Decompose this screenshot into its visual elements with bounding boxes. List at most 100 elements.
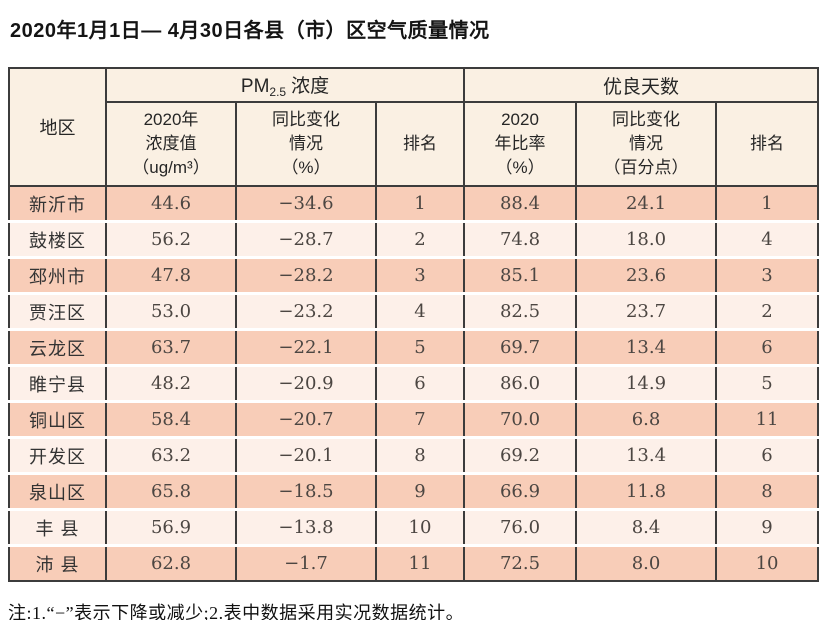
cell-good-rank: 9 xyxy=(715,508,819,546)
table-row: 鼓楼区 56.2 −28.7 2 74.8 18.0 4 xyxy=(9,220,819,258)
cell-good-rank: 2 xyxy=(715,292,819,330)
cell-good-change: 13.4 xyxy=(575,436,717,474)
header-pm-change: 同比变化 情况 （%） xyxy=(235,102,376,187)
header-group-good-days: 优良天数 xyxy=(463,68,819,103)
cell-pm-rank: 5 xyxy=(374,328,465,366)
cell-good-change: 11.8 xyxy=(575,472,717,510)
cell-pm-value: 62.8 xyxy=(105,544,236,581)
header-good-ratio: 2020 年比率 （%） xyxy=(463,102,577,187)
cell-good-rank: 11 xyxy=(715,400,819,438)
cell-pm-value: 44.6 xyxy=(105,186,236,222)
cell-region: 邳州市 xyxy=(9,256,106,294)
cell-region: 开发区 xyxy=(9,436,106,474)
cell-pm-change: −28.2 xyxy=(235,256,376,294)
cell-region: 鼓楼区 xyxy=(9,220,106,258)
cell-good-ratio: 82.5 xyxy=(463,292,577,330)
header-group-row: 地区 PM2.5 浓度 优良天数 xyxy=(9,68,819,187)
cell-pm-value: 63.2 xyxy=(105,436,236,474)
air-quality-table: 地区 PM2.5 浓度 优良天数 2020年 浓度值 （ug/m³） 同比变化 情… xyxy=(8,67,820,582)
pm-label: PM xyxy=(240,76,270,97)
cell-pm-value: 48.2 xyxy=(105,364,236,402)
cell-pm-rank: 1 xyxy=(374,186,465,222)
cell-pm-value: 63.7 xyxy=(105,328,236,366)
cell-region: 云龙区 xyxy=(9,328,106,366)
cell-good-rank: 6 xyxy=(715,436,819,474)
pm-subscript: 2.5 xyxy=(269,85,287,99)
cell-good-rank: 1 xyxy=(715,186,819,222)
table-row: 贾汪区 53.0 −23.2 4 82.5 23.7 2 xyxy=(9,292,819,330)
cell-good-change: 24.1 xyxy=(575,186,717,222)
cell-pm-rank: 7 xyxy=(374,400,465,438)
cell-pm-change: −20.1 xyxy=(235,436,376,474)
table-row: 睢宁县 48.2 −20.9 6 86.0 14.9 5 xyxy=(9,364,819,402)
footnote: 注:1.“−”表示下降或减少;2.表中数据采用实况数据统计。 xyxy=(8,603,465,620)
cell-region: 贾汪区 xyxy=(9,292,106,330)
cell-pm-change: −20.9 xyxy=(235,364,376,402)
cell-good-ratio: 76.0 xyxy=(463,508,577,546)
cell-pm-change: −13.8 xyxy=(235,508,376,546)
cell-good-ratio: 86.0 xyxy=(463,364,577,402)
cell-good-ratio: 66.9 xyxy=(463,472,577,510)
cell-region: 新沂市 xyxy=(9,186,106,222)
cell-good-ratio: 74.8 xyxy=(463,220,577,258)
cell-pm-rank: 9 xyxy=(374,472,465,510)
table-row: 邳州市 47.8 −28.2 3 85.1 23.6 3 xyxy=(9,256,819,294)
header-pm-rank: 排名 xyxy=(374,102,465,187)
cell-pm-value: 65.8 xyxy=(105,472,236,510)
cell-good-rank: 8 xyxy=(715,472,819,510)
table-body: 新沂市 44.6 −34.6 1 88.4 24.1 1 鼓楼区 56.2 −28.7 2 74.8 1… xyxy=(9,186,819,581)
table-row: 铜山区 58.4 −20.7 7 70.0 6.8 11 xyxy=(9,400,819,438)
cell-pm-change: −23.2 xyxy=(235,292,376,330)
cell-pm-change: −1.7 xyxy=(235,544,376,581)
pm-concentration-label: 浓度 xyxy=(291,76,330,97)
header-group-pm25: PM2.5 浓度 xyxy=(106,68,465,103)
cell-good-ratio: 70.0 xyxy=(463,400,577,438)
cell-pm-value: 47.8 xyxy=(105,256,236,294)
table-row: 沛 县 62.8 −1.7 11 72.5 8.0 10 xyxy=(9,544,819,581)
cell-good-change: 6.8 xyxy=(575,400,717,438)
header-good-rank: 排名 xyxy=(715,102,819,187)
cell-good-rank: 3 xyxy=(715,256,819,294)
cell-region: 铜山区 xyxy=(9,400,106,438)
page-title: 2020年1月1日— 4月30日各县（市）区空气质量情况 xyxy=(10,20,490,42)
header-pm-value: 2020年 浓度值 （ug/m³） xyxy=(106,102,236,187)
cell-good-ratio: 85.1 xyxy=(463,256,577,294)
cell-region: 泉山区 xyxy=(9,472,106,510)
cell-pm-value: 56.9 xyxy=(105,508,236,546)
table-row: 丰 县 56.9 −13.8 10 76.0 8.4 9 xyxy=(9,508,819,546)
cell-pm-change: −22.1 xyxy=(235,328,376,366)
cell-pm-rank: 10 xyxy=(374,508,465,546)
cell-pm-change: −28.7 xyxy=(235,220,376,258)
cell-good-ratio: 88.4 xyxy=(463,186,577,222)
cell-pm-change: −18.5 xyxy=(235,472,376,510)
cell-region: 沛 县 xyxy=(9,544,106,581)
table-row: 新沂市 44.6 −34.6 1 88.4 24.1 1 xyxy=(9,186,819,222)
table-header: 地区 PM2.5 浓度 优良天数 2020年 浓度值 （ug/m³） 同比变化 情… xyxy=(9,68,819,187)
cell-good-ratio: 72.5 xyxy=(463,544,577,581)
cell-good-change: 18.0 xyxy=(575,220,717,258)
cell-good-ratio: 69.7 xyxy=(463,328,577,366)
cell-pm-change: −34.6 xyxy=(235,186,376,222)
cell-good-rank: 5 xyxy=(715,364,819,402)
cell-pm-change: −20.7 xyxy=(235,400,376,438)
cell-pm-rank: 8 xyxy=(374,436,465,474)
cell-good-change: 8.4 xyxy=(575,508,717,546)
cell-pm-value: 53.0 xyxy=(105,292,236,330)
cell-good-change: 8.0 xyxy=(575,544,717,581)
cell-good-rank: 6 xyxy=(715,328,819,366)
cell-good-ratio: 69.2 xyxy=(463,436,577,474)
cell-pm-rank: 3 xyxy=(374,256,465,294)
cell-good-change: 14.9 xyxy=(575,364,717,402)
table-row: 云龙区 63.7 −22.1 5 69.7 13.4 6 xyxy=(9,328,819,366)
cell-region: 丰 县 xyxy=(9,508,106,546)
table-row: 泉山区 65.8 −18.5 9 66.9 11.8 8 xyxy=(9,472,819,510)
cell-region: 睢宁县 xyxy=(9,364,106,402)
cell-pm-rank: 4 xyxy=(374,292,465,330)
header-region: 地区 xyxy=(9,68,107,187)
table-row: 开发区 63.2 −20.1 8 69.2 13.4 6 xyxy=(9,436,819,474)
cell-good-rank: 4 xyxy=(715,220,819,258)
cell-pm-rank: 11 xyxy=(374,544,465,581)
cell-pm-rank: 2 xyxy=(374,220,465,258)
cell-good-rank: 10 xyxy=(715,544,819,581)
cell-good-change: 23.6 xyxy=(575,256,717,294)
